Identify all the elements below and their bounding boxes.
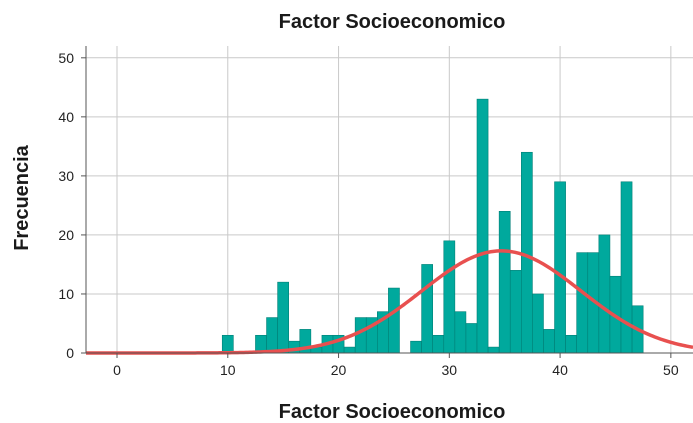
histogram-bar [421,264,433,354]
histogram-bar [454,311,467,354]
histogram-bar [388,287,400,354]
x-tick-label: 0 [113,362,121,378]
y-tick-label: 10 [58,286,74,302]
y-tick-label: 0 [66,345,74,361]
histogram-bar [443,240,456,354]
histogram-bars [221,98,644,354]
x-tick-label: 30 [442,362,458,378]
tick-labels: 0 10 20 30 40 50 0 10 20 30 40 50 [58,50,678,378]
histogram-bar [343,346,356,354]
histogram-bar [532,293,544,354]
histogram-bar [432,334,445,354]
histogram-bar [221,334,234,354]
histogram-bar [487,346,500,354]
histogram-bar [521,151,533,354]
y-tick-label: 30 [58,168,74,184]
histogram-bar [354,317,367,354]
histogram-bar [543,329,555,354]
histogram-bar [277,281,290,354]
histogram-bar [565,334,577,354]
x-tick-label: 10 [220,362,236,378]
x-tick-label: 50 [663,362,679,378]
histogram-bar [465,323,478,354]
histogram-bar [410,340,422,354]
histogram-bar [509,270,522,354]
histogram-bar [598,234,611,354]
histogram-bar [498,211,511,354]
y-tick-label: 50 [58,50,74,66]
x-tick-label: 40 [552,362,568,378]
chart-title: Factor Socioeconomico [279,11,506,33]
axes [85,46,693,354]
histogram-bar [554,181,566,354]
y-tick-label: 40 [58,109,74,125]
histogram-bar [476,98,489,354]
x-tick-label: 20 [331,362,347,378]
histogram-bar [576,252,589,354]
y-tick-label: 20 [58,227,74,243]
y-axis-title: Frecuencia [11,144,33,250]
histogram-bar [266,317,278,354]
x-axis-title: Factor Socioeconomico [279,401,506,423]
